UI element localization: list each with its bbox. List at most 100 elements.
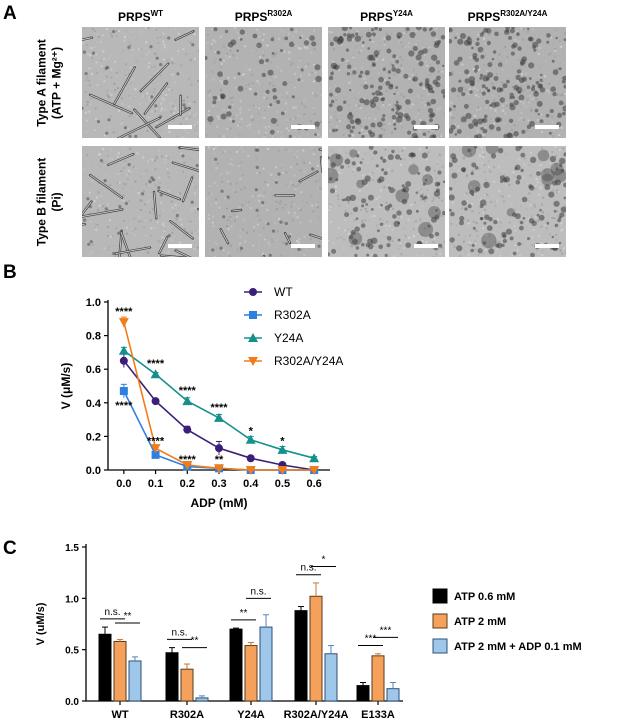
particle xyxy=(551,59,555,63)
grain-speck xyxy=(517,81,520,84)
grain-speck xyxy=(539,185,542,188)
grain-speck xyxy=(167,157,170,160)
grain-speck xyxy=(153,27,156,30)
particle xyxy=(505,29,509,33)
grain-speck xyxy=(340,43,343,46)
grain-speck xyxy=(229,163,232,165)
particle xyxy=(415,27,422,31)
grain-speck xyxy=(541,40,544,43)
grain-speck xyxy=(134,88,137,91)
particle xyxy=(509,236,514,241)
particle xyxy=(385,35,392,41)
grain-speck xyxy=(455,70,458,73)
grain-speck xyxy=(114,199,117,202)
grain-speck xyxy=(371,157,374,160)
grain-speck xyxy=(161,56,164,59)
grain-speck xyxy=(535,249,538,251)
grain-speck xyxy=(207,239,210,242)
grain-speck xyxy=(90,251,93,254)
grain-speck xyxy=(95,117,97,120)
particle xyxy=(527,237,530,241)
grain-speck xyxy=(411,74,414,76)
grain-speck xyxy=(456,224,459,227)
grain-speck xyxy=(424,170,427,173)
grain-speck xyxy=(277,170,279,173)
particle xyxy=(552,91,557,97)
grain-speck xyxy=(162,222,165,225)
bar xyxy=(356,685,370,702)
grain-speck xyxy=(541,35,544,38)
particle xyxy=(516,69,522,74)
grain-speck xyxy=(392,59,395,61)
grain-speck xyxy=(98,204,101,207)
grain-speck xyxy=(142,156,145,159)
grain-speck xyxy=(95,228,98,231)
data-point xyxy=(309,466,320,475)
grain-speck xyxy=(331,59,334,61)
particle xyxy=(265,89,270,94)
particle-clump xyxy=(541,173,554,186)
grain-speck xyxy=(282,171,285,174)
grain-speck xyxy=(424,102,427,105)
grain-speck xyxy=(360,196,363,199)
grain-speck xyxy=(420,198,423,201)
grain-speck xyxy=(280,96,283,99)
grain-speck xyxy=(159,36,162,38)
grain-speck xyxy=(399,190,402,193)
particle xyxy=(112,251,116,256)
particle xyxy=(175,213,179,218)
grain-speck xyxy=(463,240,465,243)
grain-speck xyxy=(83,227,86,230)
grain-speck xyxy=(283,51,286,54)
grain-speck xyxy=(293,136,296,138)
filament-edge xyxy=(82,201,92,215)
particle xyxy=(482,128,488,134)
grain-speck xyxy=(192,48,195,51)
grain-speck xyxy=(163,36,166,39)
grain-speck xyxy=(177,75,180,78)
grain-speck xyxy=(407,218,410,221)
grain-speck xyxy=(360,31,363,34)
grain-speck xyxy=(115,245,118,247)
grain-speck xyxy=(302,148,305,151)
grain-speck xyxy=(239,198,242,201)
grain-speck xyxy=(482,212,485,214)
grain-speck xyxy=(509,34,512,37)
particle xyxy=(470,82,475,87)
grain-speck xyxy=(344,137,347,138)
grain-speck xyxy=(82,40,85,43)
grain-speck xyxy=(271,135,274,138)
grain-speck xyxy=(313,48,316,51)
grain-speck xyxy=(365,227,368,229)
grain-speck xyxy=(368,137,371,138)
grain-speck xyxy=(375,226,378,229)
grain-speck xyxy=(436,161,439,164)
grain-speck xyxy=(480,234,483,237)
particle xyxy=(493,76,499,81)
grain-speck xyxy=(415,256,418,257)
grain-speck xyxy=(547,152,550,155)
grain-speck xyxy=(316,105,319,108)
grain-speck xyxy=(309,51,312,54)
grain-speck xyxy=(550,49,553,52)
grain-speck xyxy=(316,164,319,167)
data-point xyxy=(118,318,129,328)
grain-speck xyxy=(193,57,196,60)
grain-speck xyxy=(194,100,197,103)
particle xyxy=(553,209,557,213)
grain-speck xyxy=(421,81,423,84)
grain-speck xyxy=(252,45,255,48)
particle xyxy=(491,86,496,90)
grain-speck xyxy=(463,156,466,159)
grain-speck xyxy=(263,191,266,194)
grain-speck xyxy=(491,82,494,85)
grain-speck xyxy=(249,113,252,116)
grain-speck xyxy=(290,63,293,66)
particle-clump xyxy=(467,180,481,193)
grain-speck xyxy=(128,40,131,43)
grain-speck xyxy=(124,74,127,77)
grain-speck xyxy=(338,64,341,67)
grain-speck xyxy=(426,64,429,67)
grain-speck xyxy=(469,241,472,244)
grain-speck xyxy=(520,100,523,103)
